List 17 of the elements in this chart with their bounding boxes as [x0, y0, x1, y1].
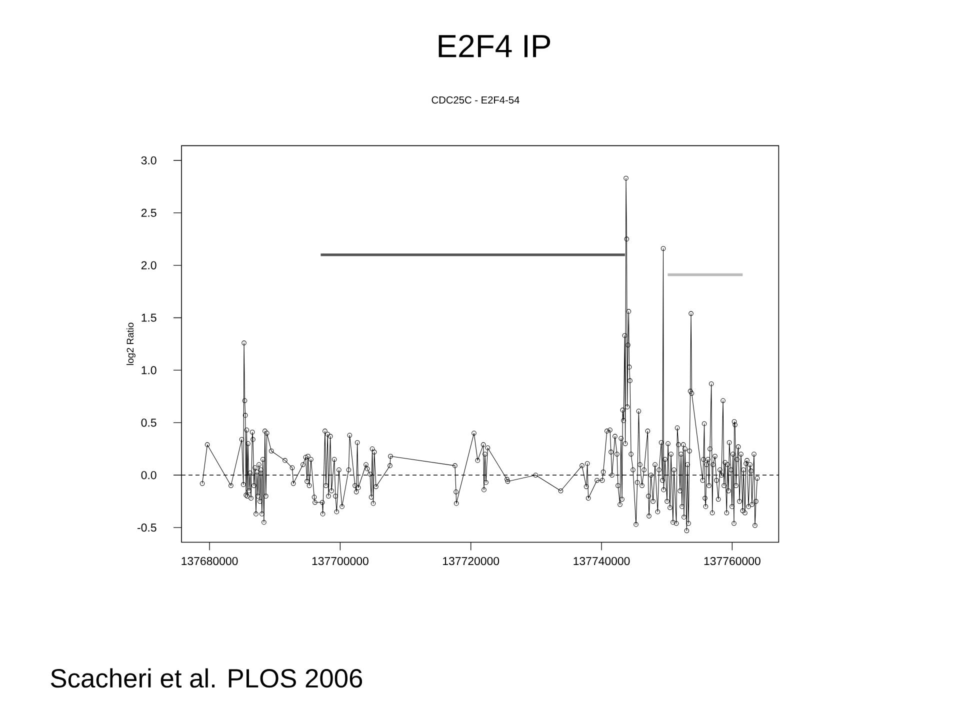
y-tick-label: 0.0 [141, 471, 156, 480]
x-tick-label: 137700000 [312, 556, 368, 566]
x-tick-label: 137760000 [704, 556, 760, 566]
y-tick-label: 2.5 [141, 208, 156, 217]
x-tick-label: 137720000 [443, 556, 500, 566]
chart-title: E2F4 IP [438, 34, 550, 58]
y-tick-label: 2.0 [141, 261, 156, 270]
y-tick-label: 3.0 [141, 156, 156, 164]
chart-subtitle: CDC25C - E2F4-54 [432, 96, 520, 104]
x-tick-label: 137740000 [574, 556, 630, 566]
y-tick-label: 1.5 [142, 314, 156, 322]
y-axis-title: log2 Ratio [126, 322, 136, 365]
text: Scacheri et al. PLOS 2006 [50, 668, 362, 688]
y-tick-label: -0.5 [138, 524, 156, 532]
y-tick-label: 1.0 [142, 366, 156, 374]
x-tick-label: 137680000 [182, 556, 238, 566]
y-tick-label: 0.5 [141, 418, 156, 427]
